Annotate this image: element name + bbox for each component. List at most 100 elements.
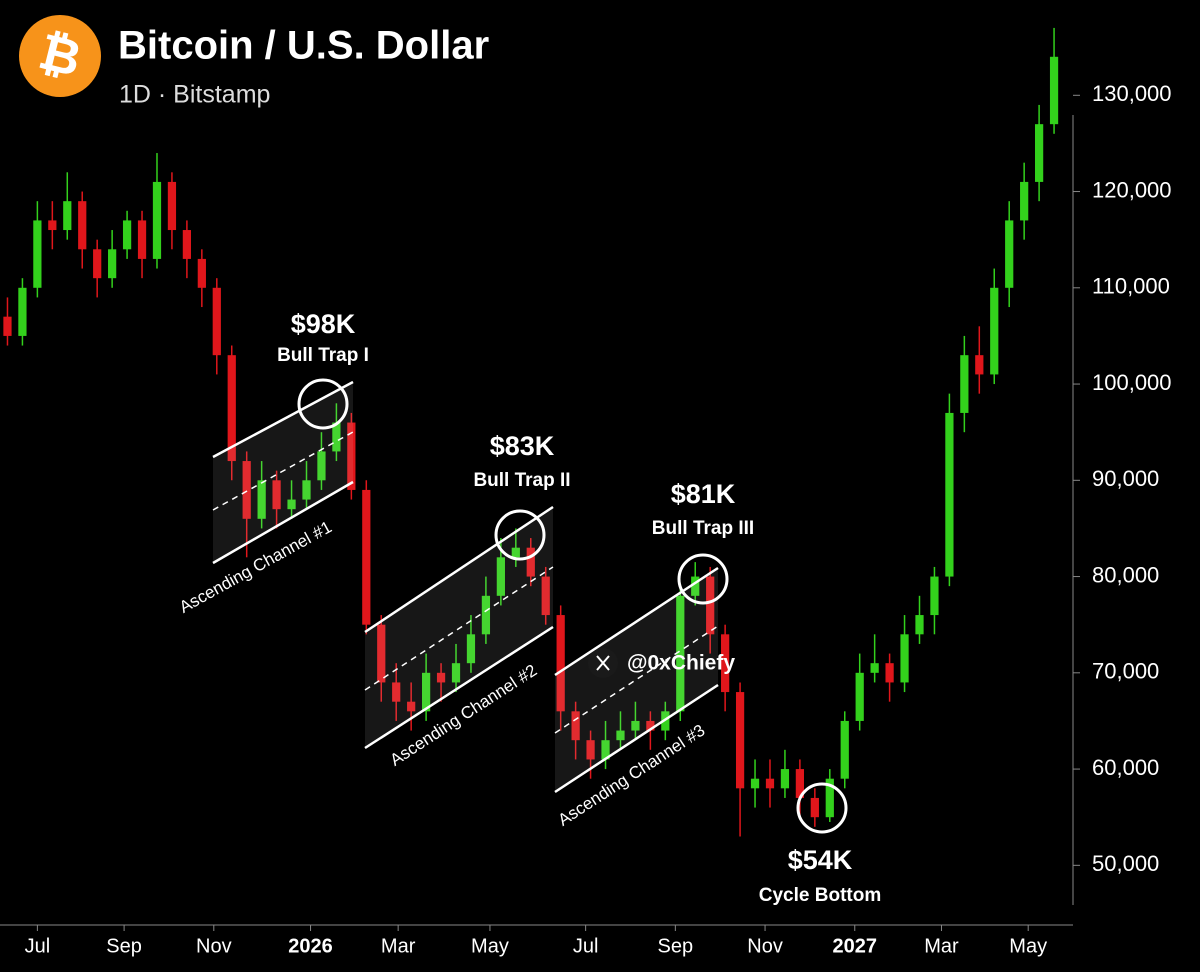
candle-body	[93, 249, 102, 279]
candle-body	[392, 682, 401, 702]
candle-body	[646, 720, 655, 731]
channel-line	[212, 480, 354, 565]
candle-body	[1005, 220, 1014, 288]
candle-body	[721, 634, 730, 693]
candle-body	[541, 576, 550, 616]
annotation-price: $81K	[671, 479, 736, 509]
candle-body	[676, 595, 685, 712]
channel-line	[554, 566, 719, 677]
candle-body	[810, 797, 819, 818]
candle-body	[526, 547, 535, 577]
candle-body	[33, 220, 42, 288]
candle-body	[496, 557, 505, 596]
annotations: $98K Bull Trap I $83K Bull Trap II $81K …	[277, 309, 881, 906]
annotation-label: Bull Trap I	[277, 345, 369, 366]
y-tick-label: 70,000	[1092, 659, 1159, 684]
candle-body	[242, 461, 251, 519]
candle-body	[257, 480, 266, 519]
y-tick-label: 110,000	[1092, 274, 1170, 299]
candle-body	[1034, 124, 1044, 182]
candle-body	[407, 701, 416, 712]
x-tick-label: Mar	[381, 935, 416, 957]
x-tick-label: May	[1009, 935, 1047, 957]
marker-circle	[796, 782, 848, 834]
candle-body	[840, 720, 849, 779]
y-tick-label: 120,000	[1092, 177, 1172, 202]
candle-body	[108, 249, 117, 279]
x-tick-label: Jul	[573, 935, 599, 957]
x-tick-label: Nov	[747, 935, 783, 957]
candle-body	[930, 576, 939, 616]
logo	[19, 15, 101, 97]
candle-body	[586, 740, 595, 760]
candle-body	[182, 230, 192, 259]
chart-subtitle: 1D · Bitstamp	[119, 81, 270, 109]
annotation-price: $83K	[490, 431, 555, 461]
candle-body	[780, 769, 790, 789]
candle-body	[3, 316, 12, 336]
candle-body	[272, 480, 281, 510]
channel-fill	[365, 507, 553, 748]
x-tick-label: Mar	[924, 935, 959, 957]
candle-body	[48, 220, 57, 231]
candle-body	[481, 595, 491, 635]
annotation-label: Bull Trap II	[473, 470, 570, 491]
candle-body	[152, 181, 162, 259]
channel-line	[212, 380, 354, 459]
candle-body	[1020, 181, 1029, 221]
x-tick-label: Jul	[25, 935, 51, 957]
watermark-text: @0xChiefy	[627, 652, 735, 675]
candle-body	[691, 576, 700, 596]
channel-mid	[212, 431, 354, 511]
candle-body	[855, 672, 864, 721]
candle-body	[137, 220, 147, 259]
candle-body	[317, 451, 326, 481]
candle-body	[18, 287, 27, 336]
candle-body	[1049, 56, 1059, 125]
candle-body	[825, 778, 834, 818]
x-icon-glyph	[596, 655, 610, 671]
watermark: @0xChiefy	[588, 648, 735, 678]
candle-body	[706, 576, 715, 635]
candle-body	[78, 201, 87, 250]
candle-body	[466, 634, 476, 664]
candle-body	[287, 499, 296, 510]
annotation-price: $54K	[788, 845, 853, 875]
candle-body	[990, 287, 999, 375]
channel-mid	[364, 566, 554, 691]
candle-body	[227, 355, 236, 462]
candle-body	[945, 412, 954, 577]
y-tick-label: 130,000	[1092, 81, 1172, 106]
chart-title: Bitcoin / U.S. Dollar	[118, 24, 489, 68]
candle-body	[616, 730, 625, 741]
channel-line	[364, 625, 554, 750]
candle-body	[571, 711, 580, 741]
candle-body	[556, 615, 565, 712]
marker-circle	[677, 553, 729, 605]
candle-body	[332, 422, 341, 452]
y-tick-label: 100,000	[1092, 370, 1172, 395]
candle-body	[960, 355, 969, 413]
channel-fill	[555, 568, 718, 792]
candle-body	[362, 489, 371, 625]
candle-body	[735, 692, 745, 789]
x-tick-label: Nov	[196, 935, 232, 957]
annotation-label: Bull Trap III	[652, 518, 754, 539]
x-tick-label: 2026	[288, 935, 333, 957]
candle-body	[750, 778, 760, 789]
candle-body	[975, 355, 984, 375]
y-tick-label: 90,000	[1092, 466, 1159, 491]
candle-body	[421, 672, 431, 712]
candle-body	[915, 615, 924, 635]
y-tick-label: 50,000	[1092, 851, 1159, 876]
candle-body	[451, 663, 461, 683]
candle-body	[765, 778, 775, 789]
candle-body	[377, 624, 386, 683]
candle-body	[900, 634, 909, 683]
marker-circle	[297, 378, 349, 430]
candle-body	[347, 422, 356, 490]
candle-body	[601, 740, 610, 760]
x-tick-label: May	[471, 935, 509, 957]
x-tick-label: Sep	[658, 935, 694, 957]
